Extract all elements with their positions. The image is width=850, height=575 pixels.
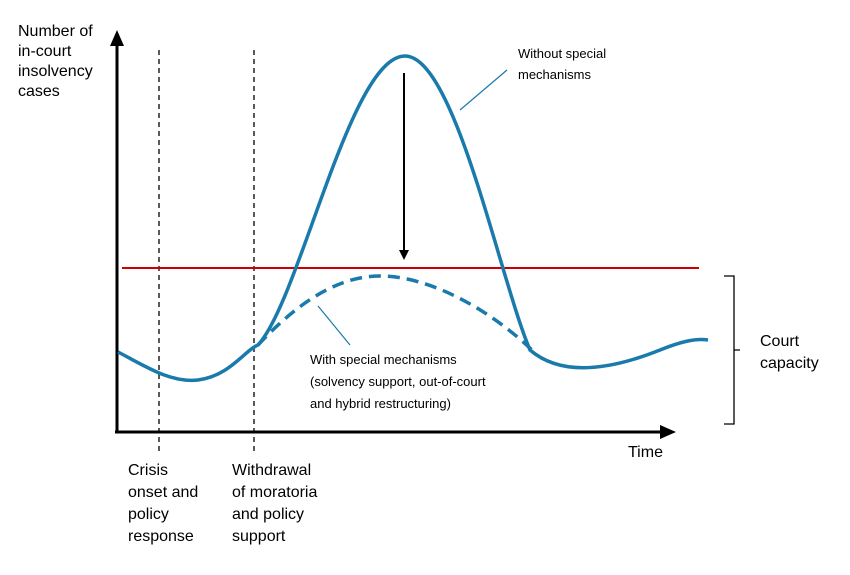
without-mechanisms-label: Without special mechanisms [518, 46, 610, 82]
withdrawal-label-line: of moratoria [232, 484, 317, 501]
y-axis-title: Number of in-court insolvency cases [18, 23, 97, 100]
crisis-onset-label-line: response [128, 528, 194, 545]
court-capacity-label: Court capacity [760, 333, 819, 372]
with-mechanisms-label-line: (solvency support, out-of-court [310, 374, 486, 389]
without-mechanisms-label-line: Without special [518, 46, 606, 61]
y-axis-arrowhead [110, 30, 124, 46]
withdrawal-label-line: Withdrawal [232, 462, 311, 479]
y-axis-title-line: in-court [18, 43, 72, 60]
withdrawal-label: Withdrawal of moratoria and policy suppo… [232, 462, 322, 545]
curve-without-special-mechanisms [117, 54, 709, 383]
court-capacity-bracket [724, 275, 740, 425]
without-mechanisms-label-line: mechanisms [518, 67, 591, 82]
court-capacity-label-line: capacity [760, 355, 819, 372]
withdrawal-label-line: and policy [232, 506, 304, 523]
with-mechanisms-label-line: and hybrid restructuring) [310, 396, 451, 411]
with-mechanisms-label: With special mechanisms (solvency suppor… [310, 352, 489, 411]
crisis-onset-label: Crisis onset and policy response [128, 462, 203, 545]
crisis-onset-label-line: Crisis [128, 462, 168, 479]
x-axis-title: Time [628, 444, 663, 461]
curve-with-special-mechanisms [256, 274, 534, 352]
y-axis-title-line: Number of [18, 23, 93, 40]
without-leader-line [459, 69, 508, 111]
with-leader-line [317, 305, 351, 346]
withdrawal-label-line: support [232, 528, 286, 545]
y-axis-title-line: insolvency [18, 63, 93, 80]
with-mechanisms-label-line: With special mechanisms [310, 352, 457, 367]
y-axis-title-line: cases [18, 83, 60, 100]
crisis-onset-label-line: onset and [128, 484, 198, 501]
x-axis-arrowhead [660, 425, 676, 439]
crisis-onset-label-line: policy [128, 506, 169, 523]
court-capacity-label-line: Court [760, 333, 800, 350]
